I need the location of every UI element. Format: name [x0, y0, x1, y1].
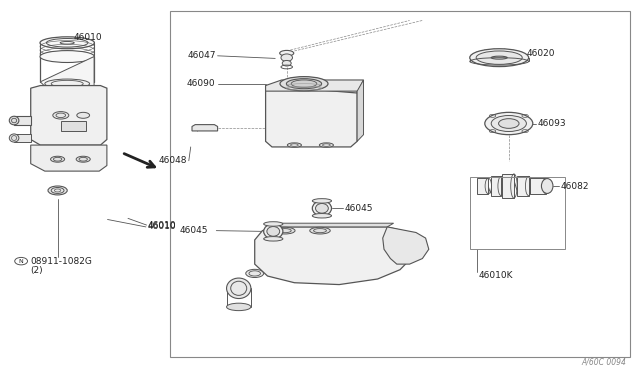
Ellipse shape	[45, 79, 90, 89]
Ellipse shape	[246, 269, 264, 278]
Text: N: N	[19, 259, 24, 264]
Ellipse shape	[280, 77, 328, 91]
Bar	[530, 178, 546, 194]
Ellipse shape	[280, 50, 294, 56]
Polygon shape	[31, 145, 107, 171]
Ellipse shape	[52, 112, 69, 119]
Polygon shape	[266, 80, 364, 93]
Polygon shape	[255, 227, 416, 285]
Ellipse shape	[267, 227, 280, 236]
Ellipse shape	[227, 303, 251, 311]
Ellipse shape	[287, 79, 322, 89]
Ellipse shape	[275, 227, 295, 234]
Ellipse shape	[492, 115, 526, 131]
Ellipse shape	[470, 49, 529, 67]
Text: 46010K: 46010K	[479, 271, 513, 280]
Polygon shape	[357, 80, 364, 141]
Bar	[491, 176, 501, 196]
Bar	[502, 174, 514, 198]
Polygon shape	[40, 57, 94, 88]
Ellipse shape	[312, 214, 332, 218]
Polygon shape	[14, 116, 31, 125]
Text: 46020: 46020	[526, 49, 555, 58]
Bar	[61, 121, 86, 131]
Text: 46010: 46010	[148, 221, 177, 230]
Text: 46090: 46090	[187, 79, 216, 88]
Ellipse shape	[319, 143, 333, 147]
Text: 46048: 46048	[158, 156, 187, 165]
Text: 46010: 46010	[147, 222, 176, 231]
Polygon shape	[192, 125, 218, 131]
Ellipse shape	[312, 199, 332, 203]
Ellipse shape	[281, 54, 292, 61]
Ellipse shape	[40, 51, 95, 62]
Text: 08911-1082G: 08911-1082G	[30, 257, 92, 266]
Ellipse shape	[541, 179, 553, 193]
Ellipse shape	[287, 143, 301, 147]
Bar	[477, 178, 488, 194]
Ellipse shape	[312, 201, 332, 216]
Polygon shape	[31, 86, 107, 145]
Bar	[470, 177, 565, 249]
Text: 46082: 46082	[561, 182, 589, 190]
Ellipse shape	[264, 224, 283, 239]
Ellipse shape	[264, 237, 283, 241]
Text: 46093: 46093	[538, 119, 566, 128]
Bar	[170, 11, 630, 357]
Ellipse shape	[40, 37, 95, 49]
Bar	[517, 176, 529, 196]
Ellipse shape	[48, 186, 67, 195]
Ellipse shape	[485, 112, 532, 135]
Ellipse shape	[9, 134, 19, 142]
Text: 46045: 46045	[179, 226, 208, 235]
Ellipse shape	[264, 222, 283, 226]
Ellipse shape	[77, 112, 90, 118]
Polygon shape	[275, 223, 394, 227]
Polygon shape	[266, 86, 357, 147]
Text: A/60C 0094: A/60C 0094	[581, 357, 626, 366]
Ellipse shape	[499, 119, 519, 128]
Text: (2): (2)	[30, 266, 43, 275]
Ellipse shape	[310, 227, 330, 234]
Ellipse shape	[227, 278, 251, 298]
Ellipse shape	[51, 156, 65, 162]
Text: 46010: 46010	[74, 33, 102, 42]
Text: 46045: 46045	[344, 204, 373, 213]
Ellipse shape	[76, 156, 90, 162]
Polygon shape	[383, 227, 429, 264]
Polygon shape	[14, 134, 31, 142]
Ellipse shape	[282, 61, 291, 66]
Ellipse shape	[476, 51, 522, 64]
Ellipse shape	[9, 116, 19, 125]
Ellipse shape	[316, 203, 328, 213]
Text: 46047: 46047	[187, 51, 216, 60]
